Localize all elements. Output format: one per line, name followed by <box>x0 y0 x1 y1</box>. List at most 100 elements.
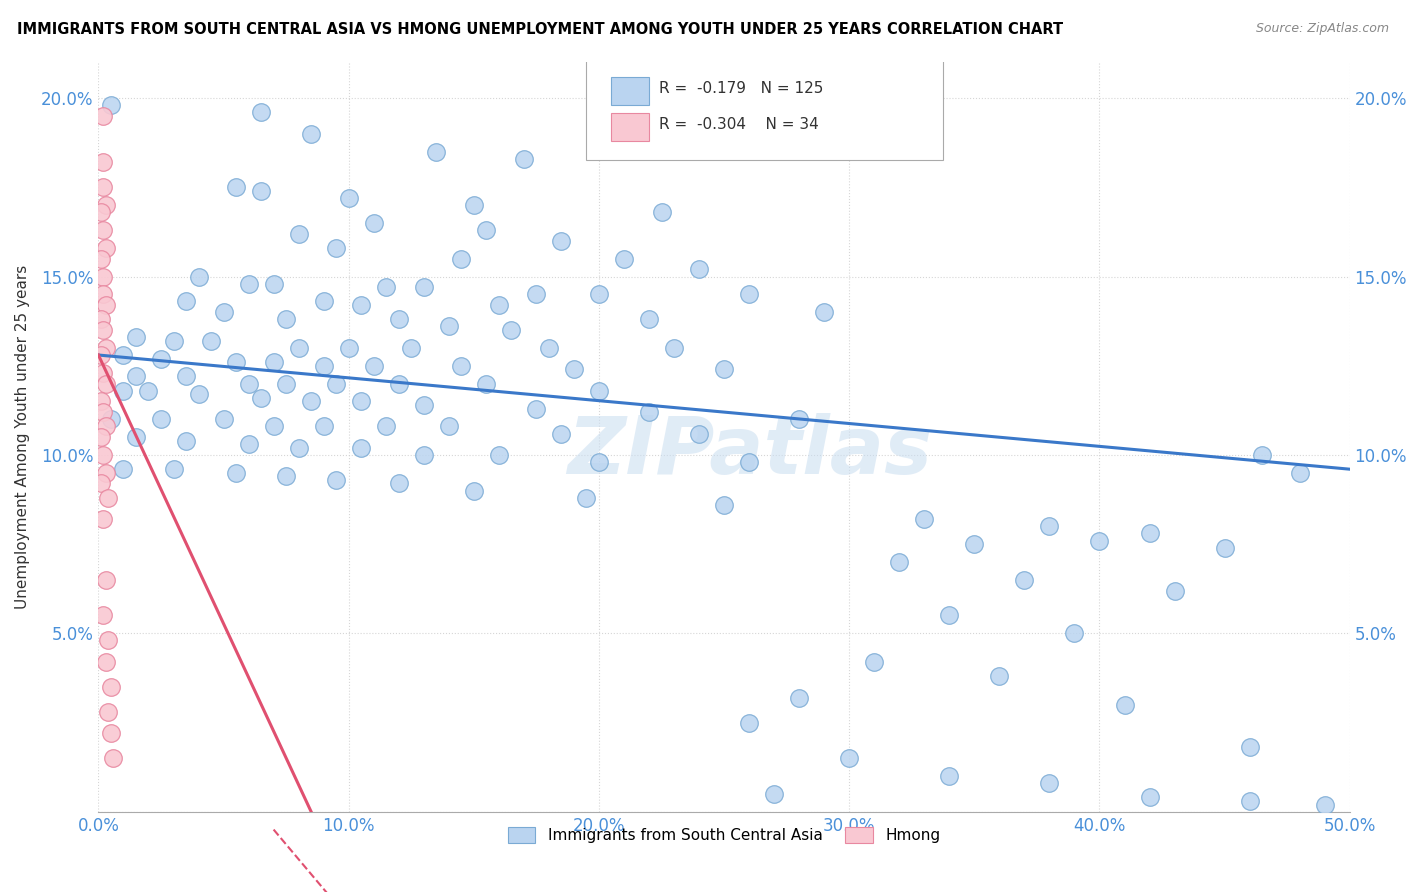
Point <box>187 387 209 401</box>
Point <box>94 241 117 255</box>
Point <box>274 312 298 326</box>
Point <box>488 298 510 312</box>
Y-axis label: Unemployment Among Youth under 25 years: Unemployment Among Youth under 25 years <box>15 265 30 609</box>
Point <box>162 334 184 348</box>
Point <box>1088 533 1111 548</box>
Point <box>174 434 197 448</box>
Point <box>1139 790 1161 805</box>
Point <box>250 184 273 198</box>
Point <box>1063 626 1085 640</box>
Point <box>938 608 960 623</box>
Point <box>738 455 761 469</box>
Point <box>100 726 122 740</box>
Point <box>524 287 547 301</box>
Point <box>97 491 120 505</box>
Point <box>174 294 197 309</box>
Point <box>437 319 460 334</box>
Point <box>93 608 115 623</box>
Point <box>274 469 298 483</box>
Point <box>537 341 560 355</box>
Point <box>912 512 935 526</box>
Point <box>688 426 710 441</box>
Point <box>200 334 222 348</box>
Point <box>1114 698 1136 712</box>
Point <box>475 376 498 391</box>
Point <box>350 394 373 409</box>
Point <box>250 391 273 405</box>
Point <box>562 362 585 376</box>
Point <box>1139 526 1161 541</box>
Point <box>650 205 672 219</box>
Point <box>287 341 309 355</box>
Point <box>312 359 335 373</box>
Point <box>475 223 498 237</box>
Point <box>93 448 115 462</box>
Point <box>94 198 117 212</box>
Point <box>388 476 411 491</box>
Point <box>588 455 610 469</box>
Point <box>212 305 235 319</box>
Point <box>238 277 260 291</box>
Point <box>638 312 661 326</box>
Text: Source: ZipAtlas.com: Source: ZipAtlas.com <box>1256 22 1389 36</box>
Text: ZIPatlas: ZIPatlas <box>567 413 932 491</box>
Point <box>463 483 485 498</box>
Point <box>97 705 120 719</box>
Point <box>337 341 360 355</box>
Point <box>94 419 117 434</box>
Point <box>638 405 661 419</box>
Point <box>375 419 398 434</box>
Point <box>90 348 112 362</box>
Point <box>312 419 335 434</box>
Legend: Immigrants from South Central Asia, Hmong: Immigrants from South Central Asia, Hmon… <box>502 821 946 849</box>
Point <box>263 419 285 434</box>
Point <box>412 398 434 412</box>
Point <box>93 269 115 284</box>
Point <box>125 369 148 384</box>
Point <box>575 491 598 505</box>
Point <box>838 751 860 765</box>
Point <box>238 376 260 391</box>
Point <box>889 555 911 569</box>
Point <box>963 537 986 551</box>
Point <box>238 437 260 451</box>
Point <box>287 441 309 455</box>
Point <box>450 359 472 373</box>
Point <box>250 105 273 120</box>
Point <box>263 277 285 291</box>
Point <box>94 341 117 355</box>
Point <box>1313 797 1336 812</box>
Point <box>212 412 235 426</box>
Point <box>550 426 572 441</box>
Point <box>375 280 398 294</box>
Point <box>787 412 810 426</box>
Point <box>100 680 122 694</box>
Point <box>1239 794 1261 808</box>
Point <box>350 441 373 455</box>
Point <box>325 241 347 255</box>
Point <box>488 448 510 462</box>
Point <box>425 145 447 159</box>
Point <box>550 234 572 248</box>
Point <box>763 787 786 801</box>
Point <box>524 401 547 416</box>
Point <box>94 573 117 587</box>
Point <box>713 498 735 512</box>
Point <box>125 430 148 444</box>
Point <box>299 394 322 409</box>
Point <box>150 351 173 366</box>
Point <box>988 669 1011 683</box>
Point <box>100 98 122 112</box>
Point <box>138 384 160 398</box>
Point <box>1288 466 1310 480</box>
Point <box>112 384 135 398</box>
Point <box>90 430 112 444</box>
Point <box>125 330 148 344</box>
Point <box>787 690 810 705</box>
Point <box>412 448 434 462</box>
FancyBboxPatch shape <box>612 112 650 141</box>
Point <box>1163 583 1185 598</box>
Point <box>1038 519 1060 533</box>
Point <box>938 769 960 783</box>
Point <box>174 369 197 384</box>
